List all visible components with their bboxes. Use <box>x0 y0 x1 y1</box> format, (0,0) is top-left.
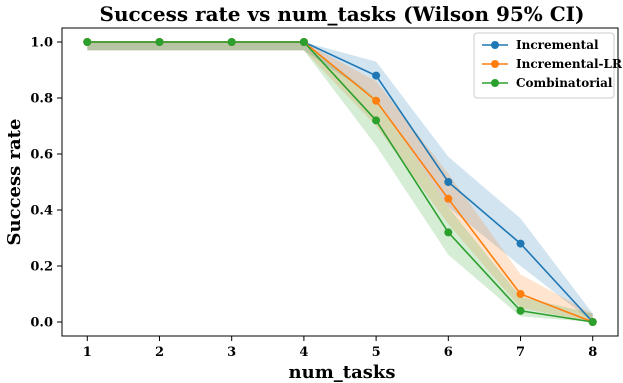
x-tick-label: 5 <box>372 345 381 360</box>
series-2-point-4 <box>372 116 381 125</box>
x-tick-label: 2 <box>155 345 164 360</box>
series-1-point-5 <box>444 194 453 203</box>
series-2-point-0 <box>83 38 92 46</box>
legend-label-0: Incremental <box>516 38 599 52</box>
series-1-point-6 <box>516 290 525 298</box>
x-axis-label: num_tasks <box>289 362 396 383</box>
plot-frame <box>61 27 619 337</box>
x-tick-label: 8 <box>588 345 597 360</box>
x-tick-label: 6 <box>444 345 453 360</box>
series-2-point-5 <box>444 228 453 237</box>
legend-marker-0 <box>491 41 499 49</box>
x-tick-label: 1 <box>83 345 92 360</box>
series-0-point-6 <box>516 239 525 248</box>
series-2-point-2 <box>227 38 236 46</box>
x-tick-label: 4 <box>299 345 308 360</box>
ci-band-1 <box>87 42 593 322</box>
chart-title: Success rate vs num_tasks (Wilson 95% CI… <box>100 2 585 26</box>
x-axis: 1 2 3 4 5 6 7 8 <box>83 336 597 360</box>
series-2-point-1 <box>155 38 164 46</box>
y-axis-label: Success rate <box>4 119 25 246</box>
legend-marker-2 <box>491 79 499 87</box>
plot-area <box>83 38 597 326</box>
legend-label-1: Incremental-LR <box>516 57 623 71</box>
y-tick-label: 0.6 <box>30 148 53 163</box>
series-line-2 <box>87 41 593 323</box>
series-0-point-4 <box>372 71 381 80</box>
x-tick-label: 3 <box>227 345 236 360</box>
y-tick-label: 0.8 <box>30 92 53 107</box>
legend-marker-1 <box>491 60 499 68</box>
series-2-point-3 <box>299 38 308 46</box>
legend-box <box>473 32 615 99</box>
y-axis: 0.0 0.2 0.4 0.6 0.8 1.0 <box>30 36 62 331</box>
y-tick-label: 0.2 <box>30 260 53 275</box>
y-tick-label: 1.0 <box>30 36 53 51</box>
series-2-point-7 <box>588 318 597 326</box>
series-2-point-6 <box>516 306 525 315</box>
x-tick-label: 7 <box>516 345 525 360</box>
y-tick-label: 0.0 <box>30 316 53 331</box>
series-0-point-5 <box>444 178 453 186</box>
series-1-point-4 <box>372 96 381 105</box>
y-tick-label: 0.4 <box>30 204 53 219</box>
legend-label-2: Combinatorial <box>516 76 613 90</box>
legend: Incremental Incremental-LR Combinatorial <box>473 32 623 99</box>
